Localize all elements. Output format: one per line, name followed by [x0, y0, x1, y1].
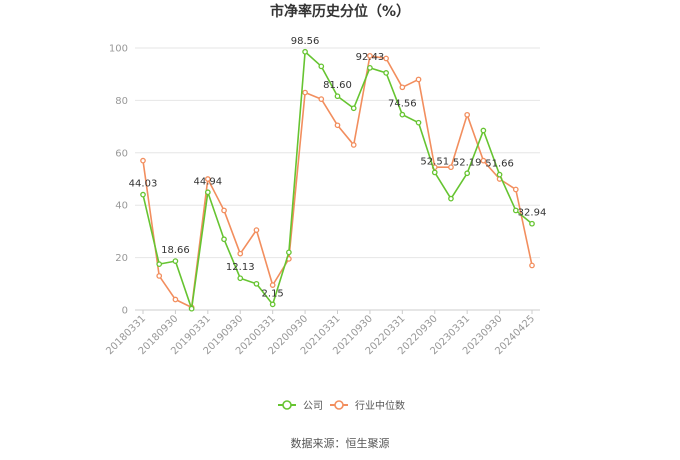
legend-marker: [282, 400, 292, 410]
data-point[interactable]: [399, 111, 406, 118]
data-label: 2.15: [262, 288, 284, 299]
data-point[interactable]: [529, 262, 535, 269]
legend-marker: [334, 400, 344, 410]
data-label: 18.66: [161, 245, 190, 256]
data-point[interactable]: [269, 301, 276, 308]
data-point[interactable]: [253, 227, 260, 233]
data-point[interactable]: [302, 48, 308, 55]
data-label: 44.94: [194, 176, 223, 187]
data-point[interactable]: [367, 64, 373, 71]
y-tick-label: 100: [109, 44, 128, 55]
data-point[interactable]: [172, 258, 179, 264]
data-point[interactable]: [448, 164, 454, 171]
data-point[interactable]: [286, 249, 292, 256]
data-label: 12.13: [226, 262, 255, 273]
data-label: 98.56: [291, 36, 320, 47]
y-tick-label: 20: [115, 253, 128, 264]
data-point[interactable]: [140, 191, 146, 198]
legend-item-industry-median[interactable]: 行业中位数: [330, 399, 405, 412]
data-point[interactable]: [172, 296, 179, 303]
data-point[interactable]: [464, 111, 471, 118]
data-point[interactable]: [253, 280, 260, 287]
y-tick-label: 80: [115, 96, 128, 107]
data-point[interactable]: [318, 63, 325, 70]
data-point[interactable]: [334, 122, 341, 129]
data-label: 32.94: [518, 208, 547, 219]
series-company: [140, 48, 535, 312]
legend-item-company[interactable]: 公司: [278, 400, 323, 412]
data-point[interactable]: [496, 171, 503, 178]
source-note: 数据来源：恒生聚源: [291, 436, 390, 450]
data-label: 44.03: [129, 179, 158, 190]
data-point[interactable]: [415, 76, 422, 83]
data-point[interactable]: [140, 157, 146, 164]
data-point[interactable]: [334, 93, 341, 100]
data-point[interactable]: [156, 273, 163, 279]
data-point[interactable]: [350, 142, 357, 148]
data-point[interactable]: [367, 53, 373, 59]
legend-label: 行业中位数: [355, 399, 405, 412]
x-axis: 2018033120180930201903312019093020200331…: [104, 309, 540, 357]
data-point[interactable]: [464, 170, 471, 177]
data-point[interactable]: [480, 157, 487, 164]
legend[interactable]: 公司 行业中位数: [278, 399, 405, 412]
data-point[interactable]: [383, 55, 389, 62]
data-point[interactable]: [188, 305, 195, 312]
y-tick-label: 40: [115, 201, 128, 212]
data-label: 52.19: [453, 157, 482, 168]
y-tick-label: 60: [115, 148, 128, 159]
data-label: 52.51: [420, 156, 449, 167]
data-point[interactable]: [221, 207, 227, 214]
data-point[interactable]: [156, 261, 163, 267]
data-point[interactable]: [512, 186, 519, 193]
data-point[interactable]: [431, 169, 438, 176]
data-point[interactable]: [350, 105, 357, 112]
y-tick-label: 0: [122, 306, 128, 317]
data-point[interactable]: [415, 119, 422, 126]
data-point[interactable]: [204, 176, 211, 182]
data-label: 81.60: [323, 80, 352, 91]
data-label: 92.43: [356, 52, 385, 63]
data-point[interactable]: [480, 127, 487, 134]
data-point[interactable]: [237, 250, 244, 257]
data-point[interactable]: [302, 89, 308, 96]
data-point[interactable]: [529, 220, 535, 227]
data-point[interactable]: [269, 282, 276, 288]
y-axis: 0 20 40 60 80 100: [109, 44, 128, 317]
data-point[interactable]: [204, 189, 211, 196]
data-point[interactable]: [221, 236, 227, 243]
data-label: 51.66: [485, 159, 514, 170]
legend-label: 公司: [303, 401, 323, 412]
chart-title: 市净率历史分位（%）: [270, 3, 410, 20]
data-point[interactable]: [399, 84, 406, 91]
plot-area: [140, 48, 535, 312]
data-point[interactable]: [512, 207, 519, 214]
data-point[interactable]: [237, 275, 244, 282]
series-industry-median: [140, 53, 535, 311]
data-point[interactable]: [318, 96, 325, 102]
data-point[interactable]: [448, 195, 454, 202]
data-labels: 44.03 18.66 44.94 12.13 2.15 98.56 81.60 92.43 7…: [129, 36, 547, 300]
data-label: 74.56: [388, 99, 417, 110]
data-point[interactable]: [383, 70, 389, 76]
